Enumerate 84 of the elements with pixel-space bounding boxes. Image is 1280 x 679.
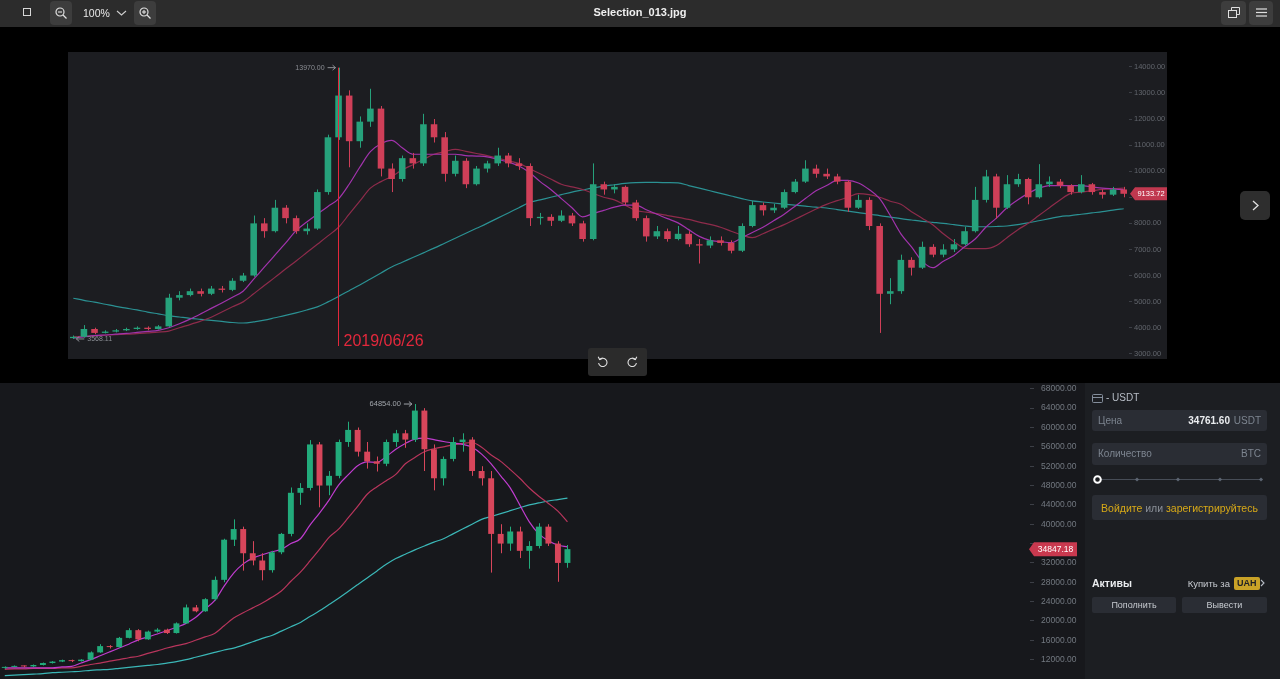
- candlestick: [388, 162, 395, 193]
- candlestick: [271, 199, 279, 233]
- candlestick: [473, 165, 480, 187]
- candlestick: [383, 439, 390, 467]
- candlestick: [354, 427, 361, 458]
- annotation: 2019/06/26: [343, 332, 424, 349]
- y-tick-label: 48000.00: [1041, 479, 1077, 490]
- input-field: Цена 34761.60 USDT: [1092, 410, 1267, 431]
- text: UAH: [1234, 577, 1260, 590]
- candlestick: [259, 552, 266, 581]
- candlestick: [918, 241, 926, 270]
- y-tick-label: 64000.00: [1041, 402, 1077, 413]
- candlestick: [507, 526, 514, 552]
- y-tick-label: 44000.00: [1041, 499, 1077, 510]
- candlestick: [450, 436, 456, 462]
- text: - USDT: [1106, 392, 1140, 403]
- candlestick: [211, 575, 218, 602]
- candlestick: [367, 88, 374, 128]
- candlestick: [621, 185, 629, 206]
- y-tick-label: 40000.00: [1041, 518, 1077, 529]
- candlestick: [749, 200, 756, 228]
- candlestick: [1077, 174, 1085, 194]
- candlestick: [802, 159, 809, 184]
- candlestick: [282, 204, 289, 224]
- candlestick: [451, 155, 459, 177]
- candlestick: [1035, 163, 1043, 200]
- candlestick: [564, 544, 571, 569]
- candlestick: [326, 470, 332, 496]
- candlestick: [278, 532, 285, 555]
- candlestick: [106, 644, 113, 650]
- candlestick: [535, 522, 542, 549]
- candlestick: [183, 604, 189, 625]
- button: Войдите или зарегистрируйтесь: [1092, 495, 1267, 520]
- line-series: [4, 497, 569, 677]
- candlestick: [642, 215, 650, 243]
- y-tick-label: 20000.00: [1041, 615, 1077, 626]
- candlestick: [478, 465, 485, 487]
- candlestick: [961, 226, 968, 247]
- line-series: [72, 181, 1125, 324]
- candlestick: [356, 115, 364, 149]
- candlestick: [545, 523, 552, 547]
- y-tick-label: 28000.00: [1041, 576, 1077, 587]
- candlestick: [908, 256, 915, 277]
- candlestick: [364, 441, 371, 470]
- candlestick: [554, 540, 561, 583]
- text: Купить за: [1187, 578, 1230, 589]
- candlestick: [632, 199, 639, 222]
- candlestick: [261, 217, 268, 239]
- candlestick: [1, 665, 8, 670]
- candlestick: [780, 188, 788, 210]
- y-tick-label: 12000.00: [1041, 654, 1077, 664]
- candlestick: [292, 215, 300, 235]
- candlestick: [494, 147, 501, 167]
- candlestick: [345, 421, 352, 448]
- text: 100%: [83, 7, 110, 19]
- y-tick-label: 24000.00: [1041, 595, 1077, 606]
- candlestick: [696, 238, 703, 265]
- candlestick: [886, 277, 894, 305]
- candlestick: [462, 157, 470, 189]
- candlestick: [526, 540, 533, 570]
- candlestick: [516, 526, 523, 559]
- candlestick: [430, 118, 438, 144]
- candlestick: [497, 523, 504, 554]
- candlestick: [1003, 174, 1011, 210]
- y-tick-label: 32000.00: [1041, 557, 1077, 568]
- text: 34847.18: [1037, 543, 1074, 554]
- y-tick-label: 52000.00: [1041, 460, 1077, 471]
- y-tick-label: 16000.00: [1041, 634, 1077, 645]
- y-tick-label: 68000.00: [1041, 383, 1077, 394]
- text: Selection_013.jpg: [593, 6, 687, 18]
- candlestick: [398, 155, 406, 183]
- candlestick: [579, 220, 586, 243]
- y-tick-label: 56000.00: [1041, 441, 1077, 452]
- candlestick: [297, 482, 304, 506]
- candlestick: [230, 518, 237, 547]
- y-tick-label: 60000.00: [1041, 421, 1077, 432]
- input-field: Количество BTC: [1092, 443, 1267, 465]
- button: Пополнить: [1092, 597, 1176, 613]
- candlestick: [268, 550, 275, 574]
- candlestick: [1024, 177, 1032, 205]
- candlestick: [249, 540, 256, 566]
- button: Вывести: [1182, 597, 1267, 613]
- text: Активы: [1092, 577, 1132, 589]
- candlestick: [982, 169, 990, 203]
